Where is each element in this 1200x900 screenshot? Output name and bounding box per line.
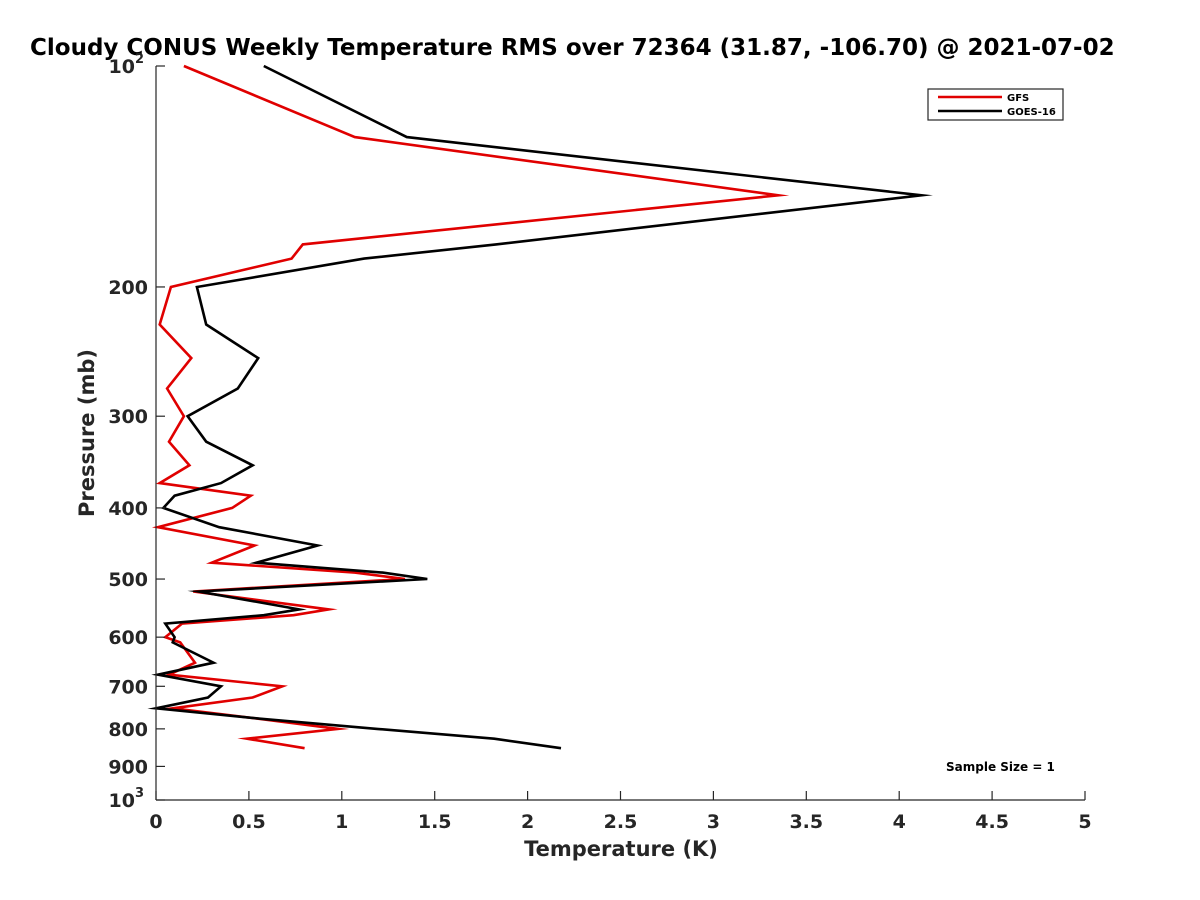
chart-title: Cloudy CONUS Weekly Temperature RMS over… [30, 35, 1115, 61]
y-tick-exponent: 2 [135, 52, 144, 67]
series-line-goes-16 [147, 64, 933, 750]
plot-area [147, 64, 933, 750]
x-tick-label: 3 [707, 811, 720, 833]
x-tick-label: 4 [893, 811, 906, 833]
x-tick-label: 0.5 [232, 811, 266, 833]
legend-box [927, 88, 1064, 121]
x-tick-label: 3.5 [789, 811, 823, 833]
y-tick-label: 200 [108, 277, 148, 299]
x-axis-ticks: 0 0.5 1 1.5 2 2.5 3 3.5 4 4.5 5 [149, 791, 1092, 833]
y-axis-label: Pressure (mb) [75, 349, 99, 517]
legend-label: GFS [1007, 93, 1029, 104]
series-line-gfs [151, 64, 790, 750]
y-tick-label: 102 [109, 52, 145, 78]
y-tick-base: 10 [109, 56, 135, 78]
legend: GFS GOES-16 [927, 88, 1064, 121]
y-tick-label: 500 [108, 569, 148, 591]
y-tick-label: 103 [109, 786, 145, 812]
sample-size-annotation: Sample Size = 1 [946, 760, 1055, 774]
y-tick-exponent: 3 [135, 786, 144, 801]
x-tick-label: 4.5 [975, 811, 1009, 833]
y-tick-label: 600 [108, 627, 148, 649]
y-tick-label: 700 [108, 676, 148, 698]
x-tick-label: 2 [521, 811, 534, 833]
x-tick-label: 0 [149, 811, 162, 833]
y-tick-label: 300 [108, 406, 148, 428]
x-tick-label: 1.5 [418, 811, 452, 833]
series-layer [147, 64, 933, 750]
axes-layer [155, 66, 1085, 801]
x-tick-label: 2.5 [604, 811, 638, 833]
y-tick-label: 400 [108, 498, 148, 520]
x-tick-label: 5 [1078, 811, 1091, 833]
legend-label: GOES-16 [1007, 107, 1056, 118]
y-tick-label: 900 [108, 756, 148, 778]
x-tick-label: 1 [335, 811, 348, 833]
y-tick-label: 800 [108, 719, 148, 741]
y-tick-base: 10 [109, 790, 135, 812]
x-axis-label: Temperature (K) [524, 837, 718, 861]
